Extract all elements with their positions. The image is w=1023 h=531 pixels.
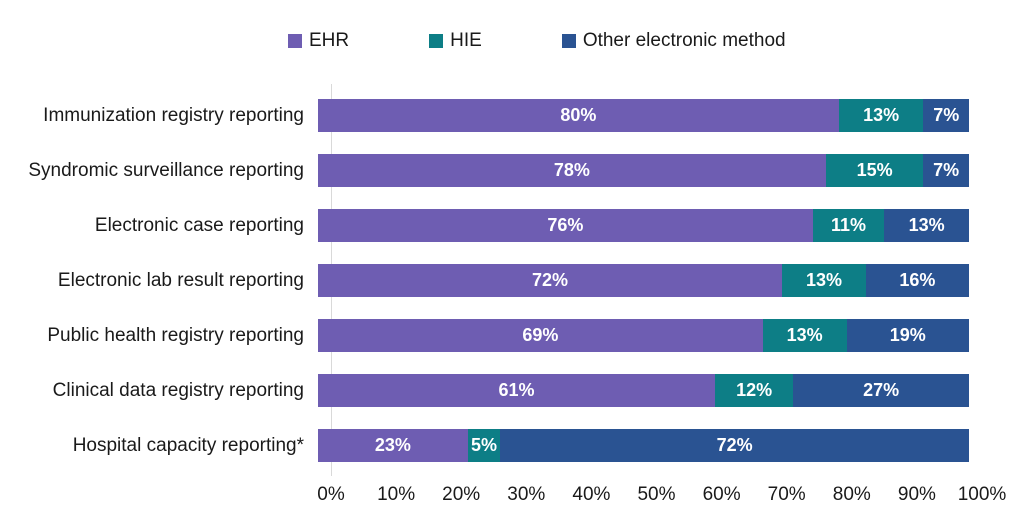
bar-value-label: 7% xyxy=(933,160,960,180)
legend-swatch-icon xyxy=(561,34,576,48)
legend-swatch-icon xyxy=(429,34,444,48)
bar-track: 78% 15% 7% xyxy=(318,154,969,187)
bar-track: 72% 13% 16% xyxy=(318,264,969,297)
bar-segment-other-electronic-method: 27% xyxy=(793,374,969,407)
bar-value-label: 5% xyxy=(470,435,497,455)
bar-track: 69% 13% 19% xyxy=(318,319,969,352)
bar-segment-hie: 5% xyxy=(467,429,501,462)
bar-track: 61% 12% 27% xyxy=(318,374,969,407)
bar-value-label: 13% xyxy=(805,270,842,290)
bar-track: 23% 5% 72% xyxy=(318,429,969,462)
legend-swatch-icon xyxy=(288,34,302,48)
bar-segment-other-electronic-method: 72% xyxy=(500,429,969,462)
bar-track: 76% 11% 13% xyxy=(318,209,969,242)
x-tick-label: 80% xyxy=(832,484,871,505)
category-label: Clinical data registry reporting xyxy=(52,379,304,401)
x-tick-label: 40% xyxy=(572,484,611,505)
bar-segment-other-electronic-method: 7% xyxy=(923,99,969,132)
x-tick-label: 10% xyxy=(377,484,416,505)
bar-segment-ehr: 76% xyxy=(318,209,813,242)
x-tick-label: 60% xyxy=(702,484,741,505)
legend-item-ehr: EHR xyxy=(288,30,349,52)
bar-value-label: 23% xyxy=(374,435,411,455)
bar-value-label: 72% xyxy=(532,270,569,290)
bar-segment-hie: 13% xyxy=(782,264,866,297)
bar-value-label: 12% xyxy=(736,380,773,400)
x-axis: 0% 10% 20% 30% 40% 50% 60% 70% 80% 90% 100% xyxy=(0,484,1023,510)
bar-track: 80% 13% 7% xyxy=(318,99,969,132)
bar-row: Public health registry reporting 69% 13% 19… xyxy=(0,308,1023,363)
bar-row: Electronic lab result reporting 72% 13% 16% xyxy=(0,253,1023,308)
x-tick-label: 0% xyxy=(317,484,345,505)
legend: EHR HIE Other electronic method xyxy=(288,30,786,52)
bar-value-label: 78% xyxy=(553,160,590,180)
bar-value-label: 76% xyxy=(547,215,584,235)
bar-value-label: 7% xyxy=(933,105,960,125)
x-tick-label: 50% xyxy=(637,484,676,505)
category-label: Syndromic surveillance reporting xyxy=(28,159,304,181)
x-tick-label: 90% xyxy=(897,484,936,505)
bar-value-label: 13% xyxy=(786,325,823,345)
bar-segment-hie: 12% xyxy=(715,374,794,407)
bar-value-label: 16% xyxy=(899,270,936,290)
bar-value-label: 69% xyxy=(522,325,559,345)
bar-segment-other-electronic-method: 19% xyxy=(846,319,969,352)
bar-value-label: 11% xyxy=(831,215,867,235)
legend-item-hie: HIE xyxy=(429,30,482,52)
bar-segment-other-electronic-method: 7% xyxy=(923,154,969,187)
x-tick-label: 70% xyxy=(767,484,806,505)
bar-value-label: 80% xyxy=(560,105,597,125)
bar-segment-other-electronic-method: 16% xyxy=(865,264,969,297)
bar-row: Immunization registry reporting 80% 13% 7% xyxy=(0,88,1023,143)
bar-segment-ehr: 78% xyxy=(318,154,826,187)
bar-row: Syndromic surveillance reporting 78% 15% 7% xyxy=(0,143,1023,198)
bar-segment-ehr: 80% xyxy=(318,99,839,132)
bar-value-label: 27% xyxy=(863,380,900,400)
bar-value-label: 15% xyxy=(856,160,893,180)
x-tick-label: 20% xyxy=(442,484,481,505)
x-tick-label: 30% xyxy=(507,484,546,505)
bar-value-label: 72% xyxy=(716,435,753,455)
bar-row: Clinical data registry reporting 61% 12% 27… xyxy=(0,363,1023,418)
bar-row: Hospital capacity reporting* 23% 5% 72% xyxy=(0,418,1023,473)
category-label: Immunization registry reporting xyxy=(43,104,304,126)
bar-segment-ehr: 61% xyxy=(318,374,716,407)
bar-segment-hie: 13% xyxy=(838,99,924,132)
category-label: Electronic case reporting xyxy=(94,214,304,236)
bar-segment-hie: 13% xyxy=(762,319,847,352)
bar-value-label: 13% xyxy=(908,215,945,235)
legend-label: HIE xyxy=(450,30,482,51)
bar-segment-hie: 11% xyxy=(812,209,885,242)
bar-value-label: 61% xyxy=(498,380,535,400)
category-label: Public health registry reporting xyxy=(47,324,304,346)
bar-segment-ehr: 23% xyxy=(318,429,468,462)
bar-segment-hie: 15% xyxy=(825,154,924,187)
bar-value-label: 13% xyxy=(863,105,900,125)
x-tick-label: 100% xyxy=(957,484,1007,505)
bar-segment-ehr: 69% xyxy=(318,319,763,352)
bar-rows: Immunization registry reporting 80% 13% 7% S… xyxy=(0,88,1023,473)
bar-segment-ehr: 72% xyxy=(318,264,783,297)
category-label: Electronic lab result reporting xyxy=(57,269,304,291)
category-label: Hospital capacity reporting* xyxy=(72,434,304,456)
legend-item-other-electronic-method: Other electronic method xyxy=(561,30,786,52)
bar-value-label: 19% xyxy=(889,325,926,345)
legend-label: EHR xyxy=(309,30,350,51)
bar-segment-other-electronic-method: 13% xyxy=(884,209,969,242)
bar-row: Electronic case reporting 76% 11% 13% xyxy=(0,198,1023,253)
legend-label: Other electronic method xyxy=(582,30,786,51)
